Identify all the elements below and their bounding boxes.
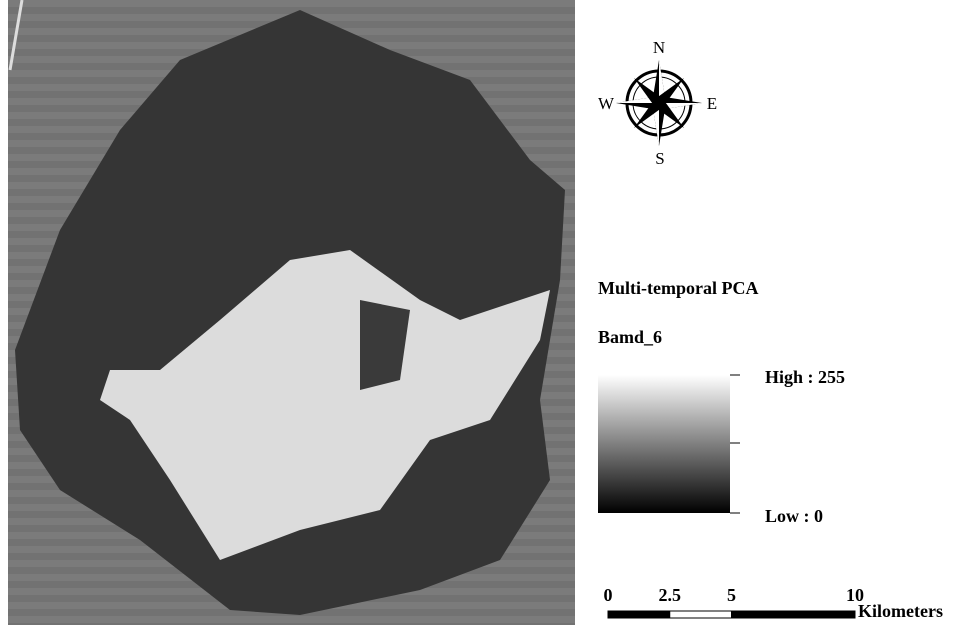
legend-band: Bamd_6	[598, 327, 662, 347]
scale-segment	[608, 611, 670, 618]
scale-tick-label: 2.5	[659, 585, 682, 605]
compass-north: N	[653, 38, 665, 57]
compass-east: E	[707, 94, 717, 113]
compass-west: W	[598, 94, 615, 113]
legend-high: High : 255	[765, 367, 845, 387]
scale-tick-label: 0	[604, 585, 613, 605]
map-figure: N E S W Multi-temporal PCA Bamd_6 High :…	[0, 0, 968, 625]
legend-low: Low : 0	[765, 506, 823, 526]
color-ramp	[598, 375, 730, 513]
legend-title: Multi-temporal PCA	[598, 278, 758, 298]
scale-segment	[732, 611, 856, 618]
scale-segment	[670, 611, 732, 618]
compass-south: S	[655, 149, 664, 168]
scale-tick-label: 5	[727, 585, 736, 605]
scale-unit: Kilometers	[858, 601, 943, 621]
compass: N E S W	[598, 38, 717, 168]
